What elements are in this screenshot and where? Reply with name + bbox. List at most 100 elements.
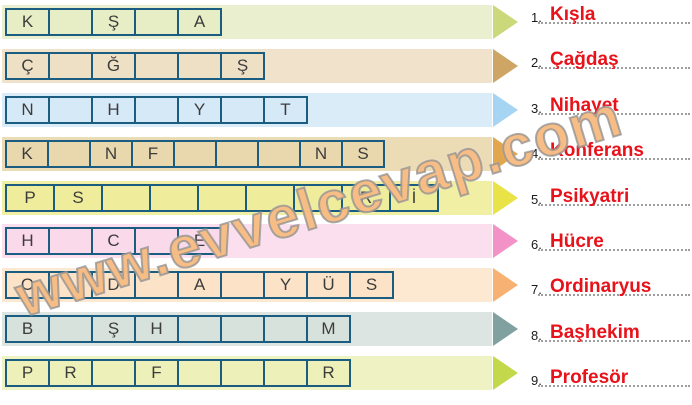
letter-cell: Ç [5, 51, 50, 80]
letter-cell [134, 271, 179, 300]
letter-cell [48, 271, 93, 300]
answer-text: Başhekim [550, 321, 640, 343]
letter-cell [134, 227, 179, 256]
letter-cell: P [5, 183, 55, 212]
answer-number: 5. [531, 191, 542, 207]
dotted-answer-line [538, 158, 690, 161]
arrow-right-icon [493, 268, 518, 303]
letter-cell [257, 139, 301, 168]
letter-cell: S [341, 139, 385, 168]
letter-cell: R [341, 183, 391, 212]
letter-cell [134, 95, 179, 124]
answer-number: 3. [531, 100, 542, 116]
dotted-answer-line [538, 294, 690, 297]
letter-cell: T [263, 95, 308, 124]
letter-cell: S [349, 271, 394, 300]
arrow-right-icon [493, 136, 518, 171]
answer-text: Ordinaryus [550, 276, 652, 298]
letter-cell: N [89, 139, 133, 168]
letter-cell [220, 315, 265, 344]
letter-cell [134, 8, 179, 36]
letter-cell: F [134, 359, 179, 387]
letter-cell [48, 227, 93, 256]
letter-cell [263, 315, 308, 344]
letter-cell [48, 95, 93, 124]
letter-cell: N [299, 139, 343, 168]
letter-cell [177, 51, 222, 80]
letter-cell [101, 183, 151, 212]
dotted-answer-line [538, 112, 690, 115]
arrow-right-icon [493, 92, 518, 127]
answer-text: Konferans [550, 140, 644, 162]
arrow-right-icon [493, 224, 518, 259]
letter-cell: Ş [220, 51, 265, 80]
letter-cell: Y [263, 271, 308, 300]
letter-cell [263, 359, 308, 387]
answer-number: 9. [531, 373, 542, 389]
dotted-answer-line [538, 203, 690, 206]
letter-cell [91, 359, 136, 387]
letter-cell: F [131, 139, 175, 168]
letter-cell: Ş [91, 315, 136, 344]
letter-cell: B [5, 315, 50, 344]
letter-cell [47, 139, 91, 168]
letter-cell [48, 315, 93, 344]
answer-text: Profesör [550, 367, 629, 389]
letter-cell [215, 139, 259, 168]
letter-cell: P [5, 359, 50, 387]
answer-number: 8. [531, 327, 542, 343]
letter-cell: H [5, 227, 50, 256]
arrow-right-icon [493, 180, 518, 215]
letter-cell [134, 51, 179, 80]
answer-text: Psikyatri [550, 185, 630, 207]
answer-text: Nihayet [550, 94, 619, 116]
answer-number: 2. [531, 55, 542, 71]
letter-cell: M [306, 315, 351, 344]
answer-text: Hücre [550, 231, 604, 252]
letter-cell: O [5, 271, 50, 300]
dotted-answer-line [538, 22, 690, 24]
answer-number: 6. [531, 237, 542, 252]
letter-cell: R [48, 359, 93, 387]
letter-cell [173, 139, 217, 168]
answer-number: 7. [531, 282, 542, 298]
dotted-answer-line [538, 67, 690, 70]
letter-cell: E [177, 227, 222, 256]
letter-cell [220, 271, 265, 300]
letter-cell: H [91, 95, 136, 124]
letter-cell: H [134, 315, 179, 344]
dotted-answer-line [538, 249, 690, 251]
letter-cell: S [53, 183, 103, 212]
letter-cell [177, 315, 222, 344]
dotted-answer-line [538, 339, 690, 342]
letter-cell: K [5, 8, 50, 36]
letter-cell [245, 183, 295, 212]
letter-cell: Ü [306, 271, 351, 300]
letter-cell [48, 8, 93, 36]
letter-cell [149, 183, 199, 212]
arrow-right-icon [493, 48, 518, 83]
letter-cell [48, 51, 93, 80]
letter-cell [220, 95, 265, 124]
arrow-right-icon [493, 356, 518, 390]
letter-cell: Ş [91, 8, 136, 36]
letter-cell [220, 359, 265, 387]
letter-cell: K [5, 139, 49, 168]
letter-cell: Y [177, 95, 222, 124]
letter-cell: A [177, 271, 222, 300]
answer-number: 4. [531, 146, 542, 162]
answer-text: Kışla [550, 4, 596, 25]
letter-cell: N [5, 95, 50, 124]
arrow-right-icon [493, 312, 518, 347]
answer-text: Çağdaş [550, 49, 619, 71]
